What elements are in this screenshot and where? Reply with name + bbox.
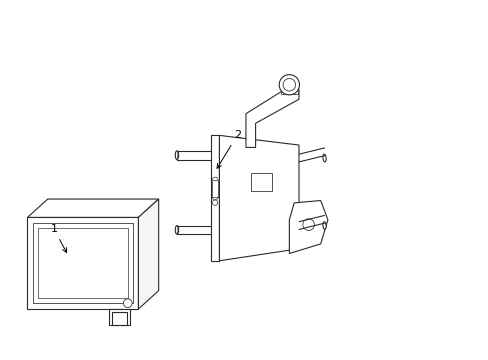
Polygon shape (27, 199, 158, 217)
Polygon shape (245, 90, 298, 148)
Polygon shape (112, 312, 127, 325)
Circle shape (123, 299, 132, 307)
Ellipse shape (322, 154, 325, 162)
Text: 1: 1 (50, 224, 66, 253)
Polygon shape (33, 223, 132, 303)
Ellipse shape (322, 222, 325, 229)
Ellipse shape (175, 226, 178, 234)
Polygon shape (210, 135, 219, 261)
Ellipse shape (175, 151, 178, 159)
Polygon shape (38, 228, 127, 298)
Circle shape (212, 200, 217, 205)
Polygon shape (250, 172, 272, 191)
Polygon shape (138, 199, 158, 309)
Polygon shape (280, 86, 297, 94)
Text: 2: 2 (217, 130, 240, 168)
Polygon shape (109, 309, 129, 325)
Circle shape (302, 219, 314, 230)
Circle shape (283, 78, 295, 91)
Polygon shape (27, 217, 138, 309)
Polygon shape (289, 201, 327, 253)
Polygon shape (219, 135, 298, 261)
Circle shape (279, 75, 299, 95)
